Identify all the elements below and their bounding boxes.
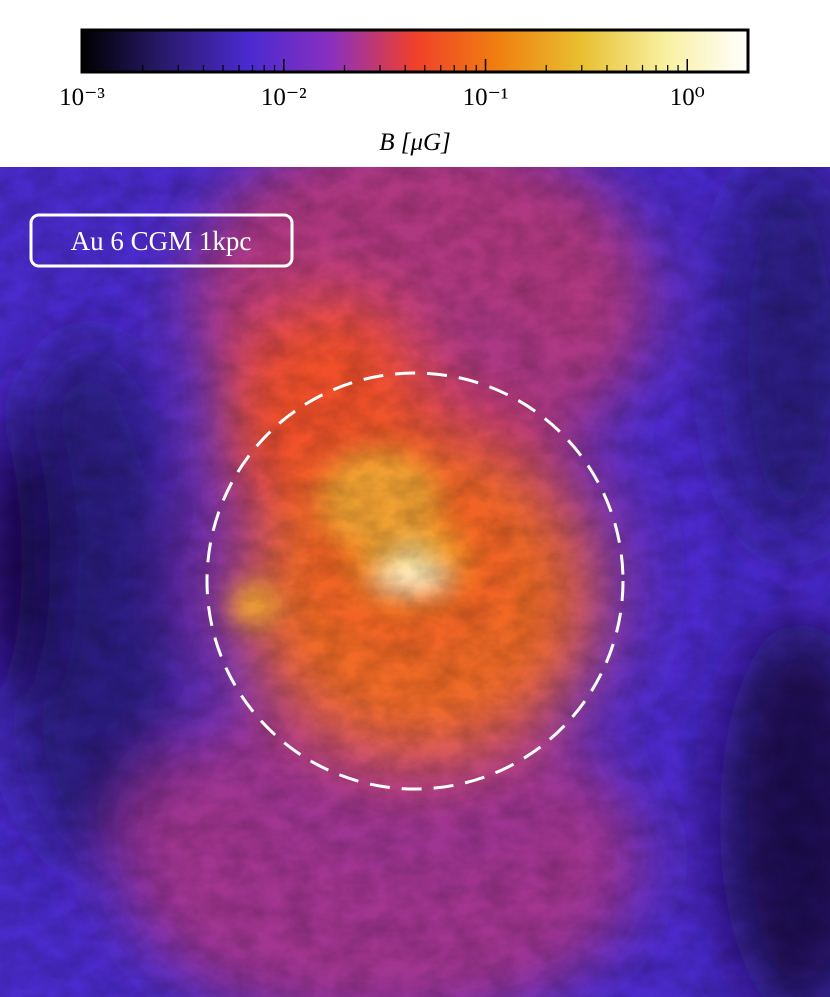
tick-label: 10⁻² (261, 84, 307, 111)
field-map (0, 167, 830, 997)
radius-circle (205, 371, 625, 791)
tick-label: 10⁻³ (59, 84, 105, 111)
colorbar-frame (80, 28, 750, 74)
colorbar-label: B [μG] (379, 129, 451, 156)
tick-label: 10⁰ (670, 84, 705, 111)
annotation-box (29, 213, 294, 268)
colorbar (82, 30, 748, 72)
annotation: Au 6 CGM 1kpc (71, 226, 252, 256)
tick-label: 10⁻¹ (463, 84, 509, 111)
